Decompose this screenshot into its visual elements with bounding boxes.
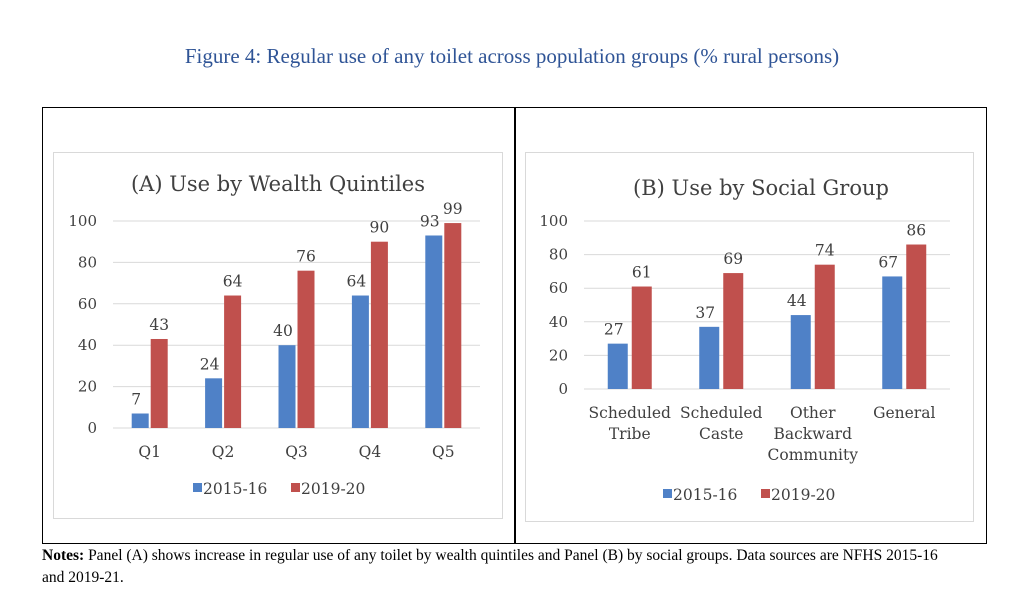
chart-a-category-label: Q4	[359, 443, 382, 461]
figure-title: Figure 4: Regular use of any toilet acro…	[184, 44, 840, 68]
chart-b-ytick-label: 0	[558, 380, 568, 398]
chart-b-bar-2015	[607, 343, 628, 389]
chart-b-data-label: 86	[906, 222, 926, 240]
chart-a-ytick-label: 40	[78, 336, 97, 354]
chart-b-ytick-label: 80	[549, 246, 568, 264]
chart-b-category-label: General	[873, 404, 935, 422]
chart-b-legend-swatch	[663, 489, 672, 498]
chart-a-data-label: 76	[296, 248, 316, 266]
chart-a-bar-2019	[444, 223, 462, 428]
chart-a-data-label: 93	[420, 212, 440, 230]
chart-a-ytick-label: 80	[78, 253, 97, 271]
chart-b-legend-label: 2015-16	[673, 486, 737, 504]
chart-b-ytick-label: 60	[549, 279, 568, 297]
chart-b-title: (B) Use by Social Group	[633, 176, 889, 200]
chart-a-data-label: 7	[131, 391, 141, 409]
chart-a-ytick-label: 60	[78, 295, 97, 313]
chart-a-bar-2019	[297, 270, 315, 428]
chart-a-bar-2015	[205, 378, 223, 428]
chart-a-bar-2015	[278, 345, 296, 428]
chart-a-legend-label: 2019-20	[301, 480, 365, 498]
chart-a-category-label: Q1	[138, 443, 161, 461]
chart-b-bar-2019	[631, 286, 652, 389]
chart-a-bar-2015	[425, 235, 443, 428]
chart-a-bar-2015	[131, 413, 149, 428]
chart-b-data-label: 69	[723, 250, 743, 268]
chart-b-data-label: 67	[878, 253, 898, 271]
chart-b-bar-2019	[723, 273, 744, 389]
chart-a-data-label: 90	[370, 219, 390, 237]
chart-b-ytick-label: 20	[549, 346, 568, 364]
chart-b-legend-swatch	[761, 489, 770, 498]
chart-a-category-label: Q3	[285, 443, 308, 461]
chart-b-category-label: Caste	[699, 425, 743, 443]
chart-a-data-label: 99	[443, 200, 463, 218]
notes-label: Notes:	[42, 547, 85, 564]
chart-a-ytick-label: 20	[78, 378, 97, 396]
chart-b-bar-2015	[790, 315, 811, 389]
chart-a-data-label: 40	[273, 322, 293, 340]
chart-a-legend-label: 2015-16	[203, 480, 267, 498]
chart-b-category-label: Community	[768, 446, 859, 464]
chart-b-category-label: Scheduled	[680, 404, 762, 422]
chart-a-bar-2019	[370, 241, 388, 428]
chart-b-category-label: Backward	[773, 425, 852, 443]
chart-a-data-label: 64	[347, 273, 367, 291]
chart-a-ytick-label: 0	[87, 419, 97, 437]
chart-a-ytick-label: 100	[68, 212, 97, 230]
chart-b-ytick-label: 40	[549, 313, 568, 331]
chart-b-data-label: 61	[632, 264, 652, 282]
chart-b-data-label: 27	[604, 321, 624, 339]
chart-a-category-label: Q2	[212, 443, 235, 461]
panel-divider	[514, 107, 516, 544]
chart-a-data-label: 64	[223, 273, 243, 291]
chart-b-category-label: Tribe	[609, 425, 651, 443]
chart-b-bar-2019	[906, 244, 927, 389]
chart-a-data-label: 24	[200, 355, 220, 373]
chart-b-data-label: 37	[695, 304, 715, 322]
notes: Notes: Panel (A) shows increase in regul…	[42, 545, 942, 589]
notes-text: Panel (A) shows increase in regular use …	[42, 547, 938, 586]
chart-b-legend-label: 2019-20	[771, 486, 835, 504]
chart-a-data-label: 43	[149, 316, 169, 334]
chart-b-category-label: Other	[790, 404, 836, 422]
chart-a-title: (A) Use by Wealth Quintiles	[131, 172, 425, 196]
chart-b-bar-2015	[699, 326, 720, 389]
chart-b-bar-2015	[882, 276, 903, 389]
chart-a-bar-2019	[150, 338, 168, 428]
chart-b-ytick-label: 100	[539, 212, 568, 230]
chart-b-data-label: 44	[787, 292, 807, 310]
chart-a-bar-2019	[224, 295, 242, 428]
chart-a-category-label: Q5	[432, 443, 455, 461]
chart-b-data-label: 74	[815, 242, 835, 260]
chart-a-legend-swatch	[193, 483, 202, 492]
chart-b-category-label: Scheduled	[589, 404, 671, 422]
chart-a-legend-swatch	[291, 483, 300, 492]
chart-a-bar-2015	[351, 295, 369, 428]
chart-b-bar-2019	[814, 264, 835, 389]
